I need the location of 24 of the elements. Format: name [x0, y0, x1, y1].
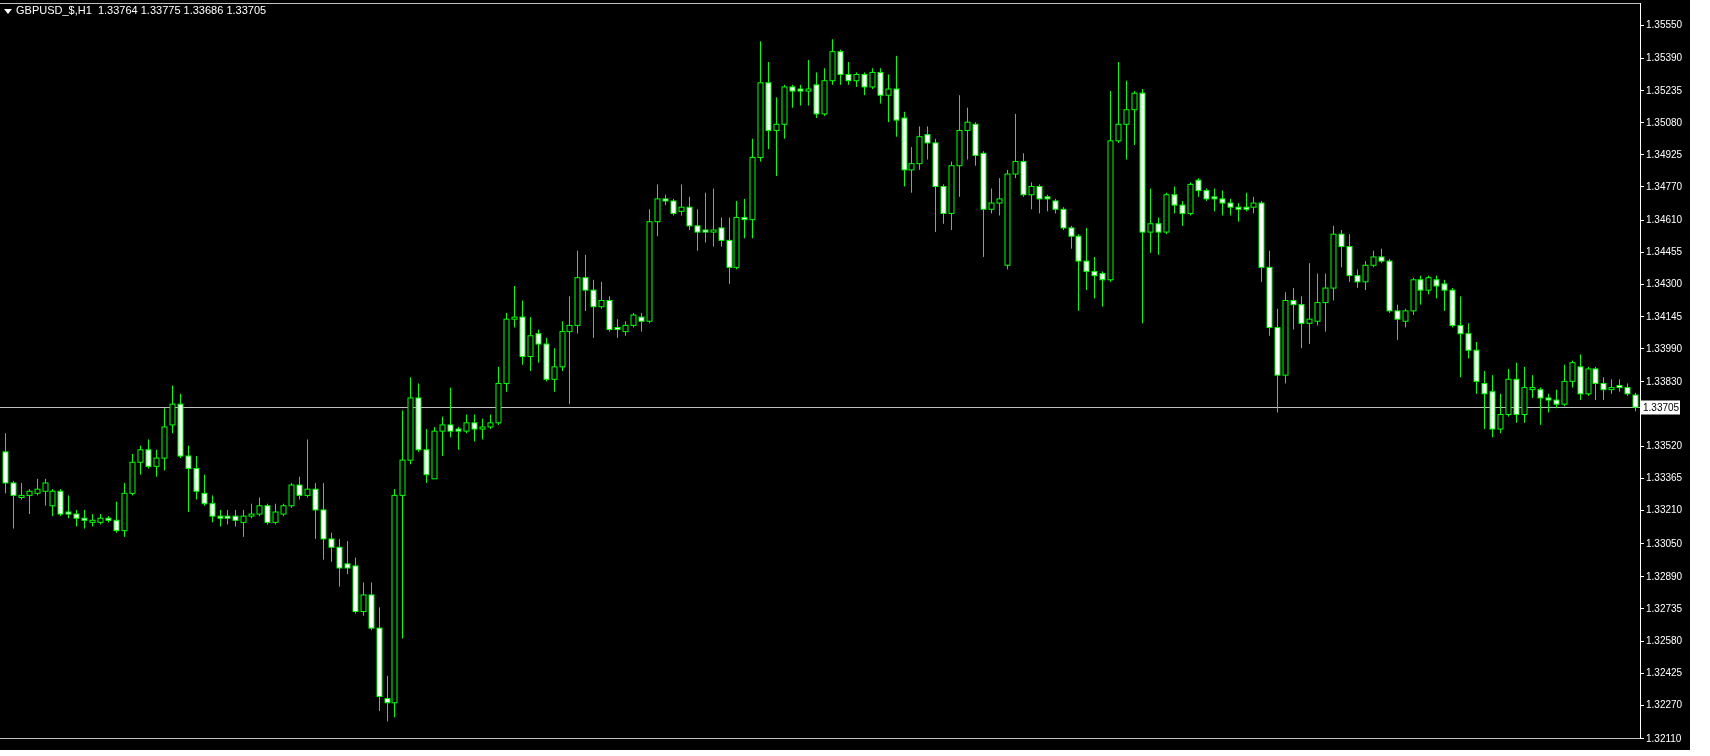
y-tick-label: 1.33830: [1646, 375, 1683, 387]
y-tick-label: 1.32890: [1646, 570, 1683, 582]
y-tick-label: 1.35390: [1646, 52, 1683, 64]
y-tick-label: 1.32580: [1646, 635, 1683, 647]
y-tick-label: 1.34455: [1646, 246, 1683, 258]
y-tick-label: 1.33050: [1646, 537, 1683, 549]
y-tick-label: 1.32110: [1646, 732, 1682, 744]
y-tick-label: 1.35550: [1646, 19, 1683, 31]
y-tick-label: 1.33210: [1646, 504, 1683, 516]
y-tick-label: 1.33520: [1646, 440, 1683, 452]
y-tick-label: 1.33990: [1646, 342, 1683, 354]
y-tick-label: 1.32270: [1646, 699, 1683, 711]
y-tick-label: 1.32425: [1646, 667, 1683, 679]
y-tick-label: 1.34925: [1646, 148, 1683, 160]
y-tick-label: 1.34300: [1646, 278, 1683, 290]
y-tick-label: 1.34145: [1646, 310, 1683, 322]
y-tick-label: 1.32735: [1646, 602, 1683, 614]
ref-line-label: 1.33705: [1643, 402, 1680, 413]
y-tick-label: 1.34610: [1646, 214, 1683, 226]
y-tick-label: 1.35235: [1646, 84, 1683, 96]
y-tick-label: 1.34770: [1646, 180, 1683, 192]
chart-title: GBPUSD_$,H1 1.33764 1.33775 1.33686 1.33705: [16, 4, 267, 16]
y-tick-label: 1.33365: [1646, 472, 1683, 484]
y-tick-label: 1.35080: [1646, 116, 1683, 128]
